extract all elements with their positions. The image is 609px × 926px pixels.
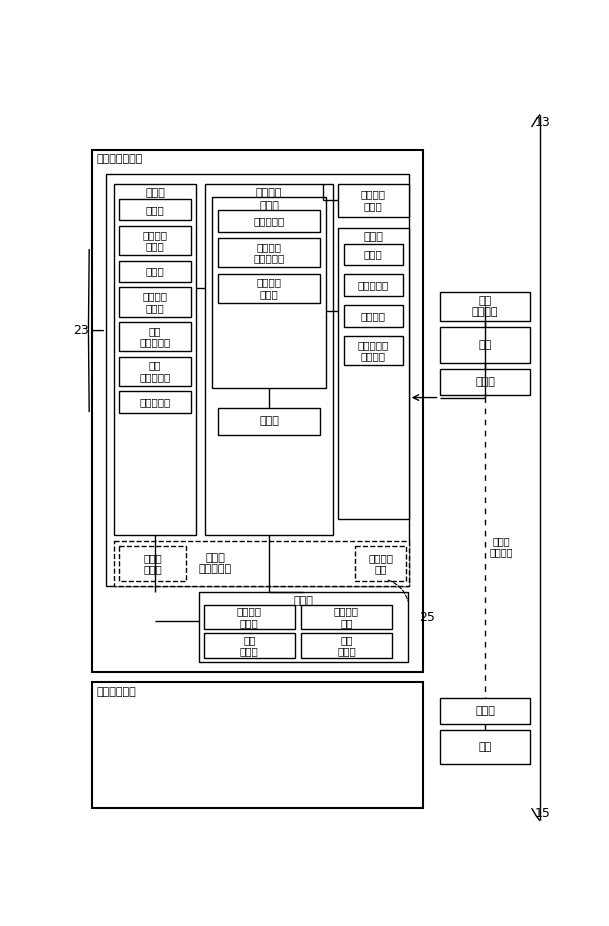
Text: 姿勢
検出センサ: 姿勢 検出センサ xyxy=(139,360,171,382)
Text: 音声認識
対話処理部: 音声認識 対話処理部 xyxy=(253,242,284,264)
Text: スピーカ: スピーカ xyxy=(361,311,386,321)
Bar xyxy=(440,369,530,395)
Bar xyxy=(119,260,191,282)
Text: 非接触
電力電送: 非接触 電力電送 xyxy=(490,536,513,557)
Text: 電源
スイッチ: 電源 スイッチ xyxy=(472,296,498,318)
Bar xyxy=(114,541,409,586)
Bar xyxy=(199,593,408,662)
Text: 自分撮り
カメラ: 自分撮り カメラ xyxy=(143,292,167,313)
Bar xyxy=(213,197,326,388)
Text: 演算部: 演算部 xyxy=(259,416,279,426)
Bar xyxy=(344,274,403,296)
Bar xyxy=(338,184,409,217)
Bar xyxy=(301,633,392,657)
Bar xyxy=(91,150,423,671)
Bar xyxy=(119,226,191,255)
Text: 画像処理部: 画像処理部 xyxy=(253,217,284,226)
Text: 音声認識
辞書: 音声認識 辞書 xyxy=(334,607,359,628)
Text: 音声
記憶部: 音声 記憶部 xyxy=(240,634,259,657)
Text: 送電部: 送電部 xyxy=(475,706,495,716)
Bar xyxy=(440,292,530,321)
Text: 処理装置: 処理装置 xyxy=(256,188,282,198)
Bar xyxy=(204,633,295,657)
Text: 入力部: 入力部 xyxy=(145,188,165,198)
Bar xyxy=(119,357,191,386)
Text: 15: 15 xyxy=(535,807,551,820)
Bar xyxy=(119,546,186,581)
Bar xyxy=(440,731,530,764)
Text: 受電部: 受電部 xyxy=(475,377,495,387)
Text: 電池電圧
判定部: 電池電圧 判定部 xyxy=(256,278,281,299)
Bar xyxy=(301,605,392,630)
Bar xyxy=(440,328,530,363)
Bar xyxy=(218,407,320,434)
Bar xyxy=(218,273,320,303)
Bar xyxy=(344,244,403,265)
Text: 外部撮像
カメラ: 外部撮像 カメラ xyxy=(143,230,167,251)
Bar xyxy=(218,238,320,268)
Bar xyxy=(440,698,530,724)
Bar xyxy=(119,287,191,317)
Text: 13: 13 xyxy=(535,116,551,129)
Text: 受信部: 受信部 xyxy=(146,205,164,215)
Text: 出力部: 出力部 xyxy=(364,232,383,242)
Text: ディスプ
レイ: ディスプ レイ xyxy=(368,553,393,574)
Bar xyxy=(344,306,403,327)
Text: 情報
記憶部: 情報 記憶部 xyxy=(337,634,356,657)
Bar xyxy=(119,392,191,413)
Bar xyxy=(344,336,403,365)
Text: 撮影機能付装置: 撮影機能付装置 xyxy=(96,154,143,164)
Bar xyxy=(119,322,191,351)
Bar xyxy=(91,682,423,808)
Bar xyxy=(338,228,409,519)
Text: 送信部: 送信部 xyxy=(364,249,382,259)
Text: 外部記憶
メモリ: 外部記憶 メモリ xyxy=(361,190,386,211)
Text: マイク: マイク xyxy=(146,267,164,276)
Text: タッチ
スクリーン: タッチ スクリーン xyxy=(199,553,231,574)
Text: イアフォン
ジャック: イアフォン ジャック xyxy=(357,340,389,361)
Text: タッチ
パネル: タッチ パネル xyxy=(143,553,162,574)
Bar xyxy=(205,184,333,534)
Bar xyxy=(119,199,191,220)
Text: 姿勢変換装置: 姿勢変換装置 xyxy=(96,687,136,696)
Text: 画像情報
記憶部: 画像情報 記憶部 xyxy=(237,607,262,628)
Text: フラッシュ: フラッシュ xyxy=(357,281,389,290)
Bar xyxy=(106,174,409,586)
Bar xyxy=(355,546,406,581)
Text: 電源: 電源 xyxy=(478,742,491,752)
Text: 電源: 電源 xyxy=(478,340,491,350)
Bar xyxy=(218,210,320,232)
Bar xyxy=(204,605,295,630)
Text: 電圧
検出センサ: 電圧 検出センサ xyxy=(139,326,171,347)
Text: 記憶部: 記憶部 xyxy=(294,595,313,606)
Text: 制御部: 制御部 xyxy=(259,201,279,211)
Text: 25: 25 xyxy=(419,610,435,623)
Text: 操作ボタン: 操作ボタン xyxy=(139,397,171,407)
Bar xyxy=(114,184,196,534)
Text: 23: 23 xyxy=(72,324,88,337)
